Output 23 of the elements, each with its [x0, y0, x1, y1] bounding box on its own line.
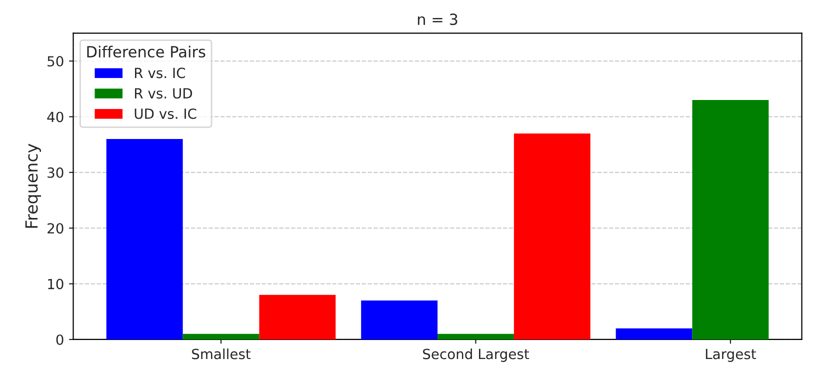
bar — [182, 334, 260, 340]
bar — [259, 294, 336, 340]
bar — [106, 139, 183, 340]
bar — [616, 328, 692, 340]
bar — [692, 100, 769, 340]
bar — [514, 133, 590, 340]
bar — [438, 334, 514, 340]
y-tick-label: 20 — [48, 223, 64, 234]
legend-label: UD vs. IC — [134, 108, 196, 119]
bar — [361, 300, 438, 340]
y-axis-title: Frequency — [25, 144, 42, 228]
y-tick-label: 40 — [47, 112, 64, 122]
y-tick-label: 30 — [48, 167, 64, 178]
x-tick-label: Second Largest — [423, 348, 530, 362]
x-tick-label: Largest — [706, 348, 756, 362]
legend-label: R vs. IC — [134, 68, 186, 78]
y-tick-label: 50 — [48, 56, 64, 67]
chart-title: n = 3 — [418, 14, 458, 26]
legend-title: Difference Pairs — [87, 46, 206, 58]
y-tick-label: 0 — [56, 334, 64, 345]
x-tick-label: Smallest — [192, 348, 251, 360]
legend-label: R vs. UD — [134, 88, 192, 99]
y-tick-label: 10 — [48, 278, 64, 290]
